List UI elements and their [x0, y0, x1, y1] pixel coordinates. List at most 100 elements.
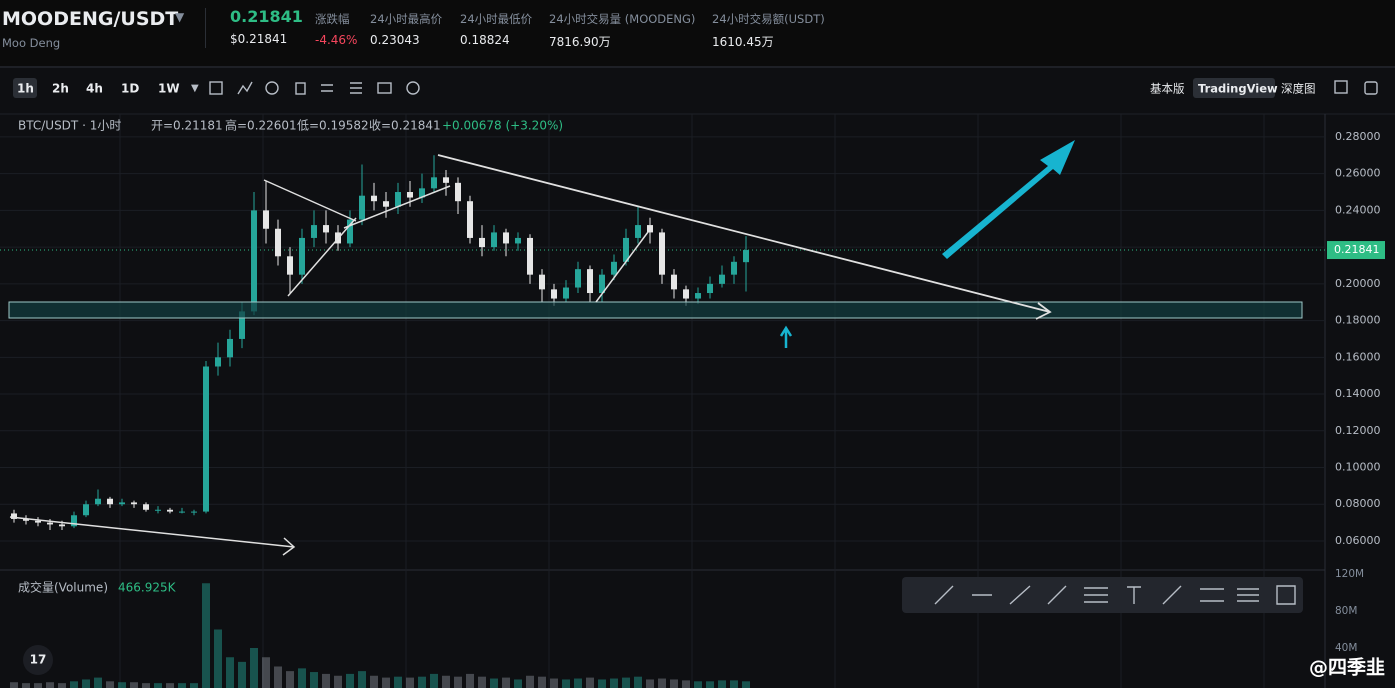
icon-list[interactable]	[350, 82, 362, 94]
interval-button[interactable]: 4h	[86, 82, 103, 96]
volume-bar	[658, 678, 666, 688]
stat-label: 24小时交易量 (MOODENG)	[549, 12, 696, 26]
icon-settings[interactable]	[265, 81, 279, 95]
icon-fullscreen[interactable]	[1334, 80, 1348, 94]
volume-legend: 成交量(Volume)	[18, 580, 108, 595]
icon-delete[interactable]	[295, 82, 306, 95]
legend-change: +0.00678 (+3.20%)	[442, 119, 563, 133]
volume-bar	[286, 671, 294, 688]
candle-body	[275, 228, 281, 257]
volume-bar	[334, 675, 342, 688]
candle-body	[359, 195, 365, 220]
candle-body	[491, 232, 497, 248]
volume-bar	[478, 676, 486, 688]
candle-body	[695, 293, 701, 299]
interval-button[interactable]: 2h	[52, 82, 69, 96]
candle-body	[311, 225, 317, 238]
volume-bar	[166, 683, 174, 688]
candle-body	[527, 237, 533, 275]
candle-body	[431, 177, 437, 189]
candle-body	[515, 237, 521, 244]
volume-bar	[418, 676, 426, 688]
legend-high: 高=0.22601	[225, 118, 297, 133]
volume-bar	[742, 681, 750, 688]
candle-body	[587, 269, 593, 294]
stat-label: 24小时最高价	[370, 12, 443, 26]
dropdown-icon[interactable]: ▼	[175, 10, 185, 24]
volume-tick-label: 40M	[1335, 642, 1357, 654]
candle-body	[407, 192, 413, 198]
candle-body	[551, 289, 557, 299]
candle-body	[731, 261, 737, 275]
volume-bar	[730, 680, 738, 688]
view-button[interactable]: TradingView	[1198, 82, 1278, 96]
candle-body	[191, 511, 197, 513]
volume-bar	[202, 583, 210, 688]
volume-bar	[406, 677, 414, 688]
watermark: @四季韭	[1309, 657, 1385, 679]
icon-layout[interactable]	[1364, 81, 1378, 95]
interval-button[interactable]: 1W	[158, 82, 180, 96]
view-button[interactable]: 深度图	[1281, 82, 1316, 96]
symbol[interactable]: MOODENG/USDT	[2, 8, 179, 30]
interval-active	[13, 78, 37, 98]
volume-bar	[130, 682, 138, 688]
volume-bar	[370, 675, 378, 688]
volume-bar	[262, 657, 270, 688]
volume-bar	[394, 676, 402, 688]
stat-label: 24小时最低价	[460, 12, 533, 26]
y-tick-label: 0.12000	[1335, 424, 1381, 437]
icon-replay[interactable]	[406, 81, 420, 95]
volume-bar	[670, 679, 678, 688]
candle-body	[599, 274, 605, 294]
chart-area: 1h 2h 4h 1D 1W ▼ 基本版 TradingView 深度图 0.06000 0.080…	[0, 68, 1395, 688]
candle-body	[371, 195, 377, 202]
volume-bar	[586, 677, 594, 688]
stat-value: 0.23043	[370, 33, 420, 47]
candle-body	[395, 192, 401, 207]
volume-bar	[94, 677, 102, 688]
candle-body	[203, 366, 209, 512]
candle-body	[143, 504, 149, 510]
volume-bar	[538, 676, 546, 688]
volume-bar	[70, 681, 78, 688]
candle-body	[35, 520, 41, 523]
volume-bar	[214, 629, 222, 688]
interval-more[interactable]: ▼	[191, 83, 199, 94]
volume-bar	[466, 673, 474, 688]
candle-body	[659, 232, 665, 275]
icon-compare[interactable]	[321, 84, 333, 92]
candle-body	[479, 237, 485, 248]
volume-bar	[514, 679, 522, 688]
icon-candles[interactable]	[209, 81, 223, 95]
candle-body	[467, 201, 473, 238]
volume-bar	[106, 681, 114, 688]
candle-body	[623, 237, 629, 262]
icon-camera[interactable]	[377, 82, 392, 94]
volume-bar	[610, 678, 618, 688]
coin-name: Moo Deng	[2, 36, 61, 50]
candle-body	[167, 509, 173, 512]
volume-bar	[634, 676, 642, 688]
y-tick-label: 0.06000	[1335, 534, 1381, 547]
legend-low: 低=0.19582	[297, 119, 369, 133]
view-button[interactable]: 基本版	[1150, 82, 1185, 96]
candle-body	[23, 518, 29, 521]
interval-button[interactable]: 1h	[17, 82, 34, 96]
legend-open: 开=0.21181	[151, 119, 223, 133]
up-arrow	[779, 325, 793, 348]
stat-value: 0.18824	[460, 33, 510, 47]
candle-body	[107, 498, 113, 505]
volume-bar	[58, 683, 66, 688]
usd-price: $0.21841	[230, 32, 288, 46]
candle-body	[179, 511, 185, 513]
volume-bar	[82, 679, 90, 688]
drawing-tools[interactable]	[934, 585, 1296, 605]
candle-body	[83, 504, 89, 516]
support-zone	[8, 301, 1303, 319]
pattern-lines	[9, 179, 649, 556]
icon-indicator[interactable]	[237, 81, 253, 95]
interval-button[interactable]: 1D	[121, 82, 139, 96]
volume-bar	[118, 682, 126, 688]
